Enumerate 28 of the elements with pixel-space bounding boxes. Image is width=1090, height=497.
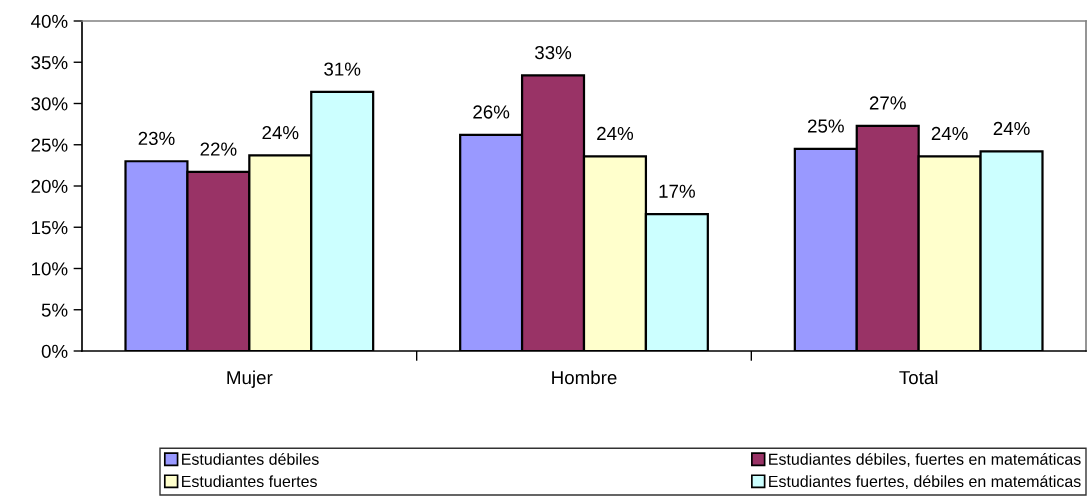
y-tick-label: 40% [31, 14, 68, 28]
legend-label: Estudiantes débiles [182, 452, 319, 465]
data-label: 25% [807, 119, 844, 133]
data-label: 24% [931, 126, 968, 141]
data-label: 24% [597, 126, 634, 141]
data-label: 23% [138, 131, 175, 146]
legend-label: Estudiantes fuertes, débiles en matemáticas [769, 475, 1081, 489]
x-tick-label: Hombre [552, 370, 617, 385]
y-tick-label: 20% [31, 179, 68, 193]
legend-label: Estudiantes fuertes [182, 475, 317, 488]
y-tick-label: 35% [31, 55, 68, 70]
legend-label: Estudiantes débiles, fuertes en matemáticas [769, 452, 1081, 467]
data-label: 33% [534, 45, 572, 60]
data-label: 26% [473, 105, 510, 119]
y-tick-label: 30% [31, 97, 68, 111]
y-tick-label: 0% [41, 344, 68, 358]
y-tick-label: 10% [32, 262, 68, 276]
y-tick-label: 15% [32, 221, 68, 235]
data-label: 27% [869, 96, 906, 110]
x-tick-label: Mujer [227, 370, 273, 388]
data-label: 24% [993, 121, 1030, 136]
y-tick-label: 5% [41, 303, 68, 317]
data-label: 17% [659, 184, 695, 198]
data-label: 24% [262, 125, 299, 140]
y-tick-label: 25% [31, 138, 68, 152]
x-tick-label: Total [899, 370, 938, 385]
data-label: 31% [324, 62, 361, 76]
data-label: 22% [200, 142, 237, 156]
